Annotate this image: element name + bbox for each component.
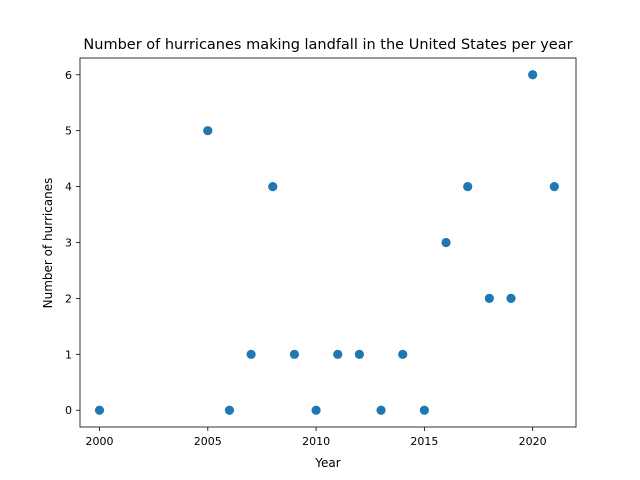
data-point bbox=[506, 293, 516, 304]
data-point bbox=[224, 405, 235, 415]
data-point bbox=[528, 70, 538, 80]
data-point bbox=[268, 181, 278, 192]
data-point bbox=[289, 349, 300, 359]
chart-title: Number of hurricanes making landfall in … bbox=[83, 37, 572, 53]
x-tick-label: 2005 bbox=[194, 435, 222, 448]
data-points bbox=[94, 70, 559, 415]
data-point bbox=[419, 405, 429, 415]
x-axis-label: Year bbox=[314, 456, 340, 470]
y-tick-label: 6 bbox=[65, 69, 72, 82]
data-point bbox=[354, 349, 365, 359]
y-axis-label: Number of hurricanes bbox=[41, 178, 55, 309]
y-tick-label: 2 bbox=[65, 292, 72, 305]
data-point bbox=[398, 349, 408, 359]
plot-frame bbox=[79, 57, 577, 428]
data-point bbox=[203, 126, 213, 136]
data-point bbox=[463, 181, 473, 192]
data-point bbox=[376, 405, 386, 415]
y-tick-label: 4 bbox=[65, 181, 72, 194]
x-axis-ticks: 2000 2005 2010 2015 2020 bbox=[85, 427, 547, 448]
x-tick-label: 2010 bbox=[302, 435, 330, 448]
plot-area bbox=[80, 58, 576, 427]
x-tick-label: 2020 bbox=[519, 435, 547, 448]
data-point bbox=[94, 405, 105, 415]
y-tick-label: 1 bbox=[65, 348, 72, 361]
y-tick-label: 0 bbox=[65, 404, 72, 417]
y-tick-label: 3 bbox=[65, 237, 72, 250]
data-point bbox=[484, 293, 494, 304]
data-point bbox=[549, 181, 559, 192]
data-point bbox=[246, 349, 256, 359]
data-point bbox=[333, 349, 343, 359]
x-tick-label: 2000 bbox=[85, 435, 113, 448]
data-point bbox=[311, 405, 321, 415]
y-axis-ticks: 0 1 2 3 4 5 6 bbox=[65, 69, 80, 417]
x-tick-label: 2015 bbox=[410, 435, 438, 448]
y-tick-label: 5 bbox=[65, 125, 72, 138]
data-point bbox=[441, 237, 451, 248]
